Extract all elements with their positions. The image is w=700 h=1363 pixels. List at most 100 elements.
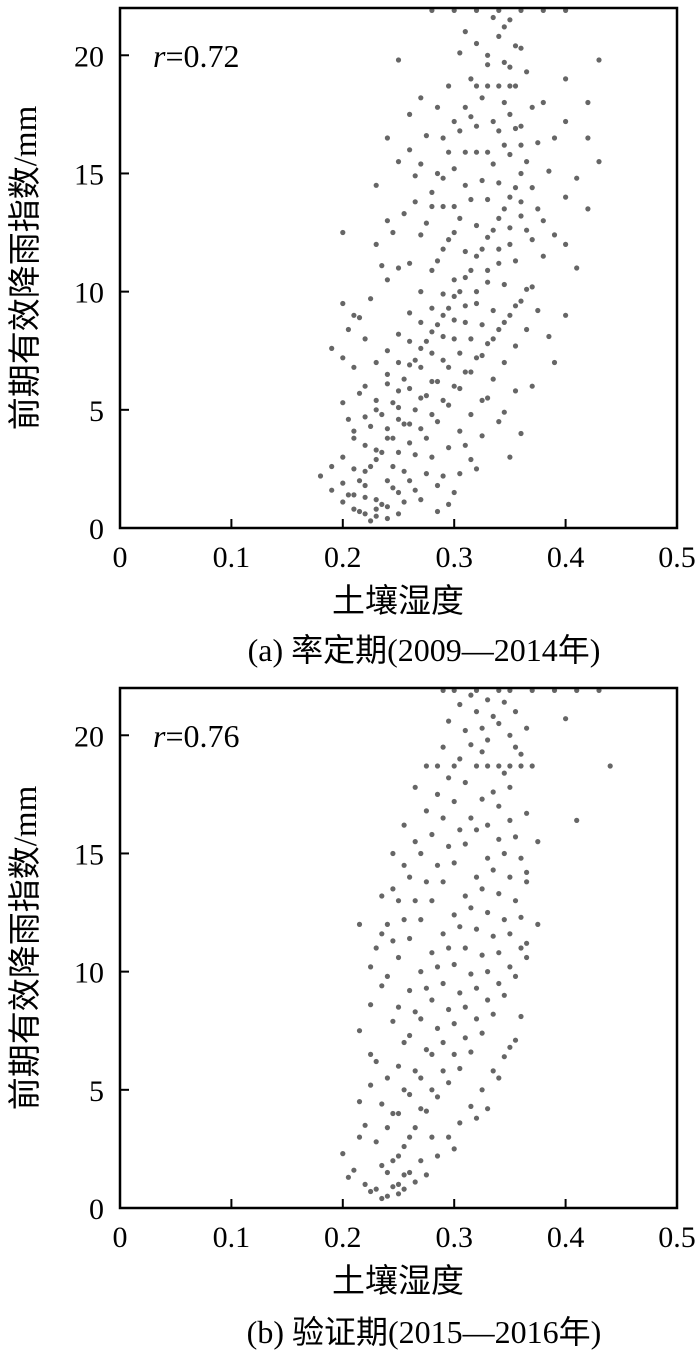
- data-point-b-64: [440, 879, 446, 885]
- data-point-a-63: [485, 149, 491, 155]
- data-point-b-189: [390, 850, 396, 857]
- data-point-a-83: [496, 128, 502, 134]
- data-point-b-166: [368, 964, 374, 970]
- data-point-b-157: [434, 964, 441, 970]
- data-point-a-196: [390, 485, 396, 491]
- data-point-a-108: [574, 265, 580, 271]
- data-point-b-143: [457, 990, 463, 996]
- x-tick-label-b-4: 0.4: [547, 1221, 585, 1254]
- y-tick-label-b-2: 10: [74, 957, 104, 990]
- data-point-a-273: [356, 390, 363, 396]
- data-point-b-60: [395, 954, 402, 961]
- data-point-b-78: [451, 798, 457, 805]
- data-point-b-58: [507, 817, 513, 823]
- data-point-b-66: [462, 841, 468, 847]
- data-point-a-117: [462, 442, 468, 448]
- data-point-b-7: [395, 1181, 402, 1187]
- data-point-a-249: [446, 149, 452, 155]
- data-point-a-254: [501, 99, 507, 106]
- data-point-a-80: [462, 104, 468, 110]
- data-point-b-37: [407, 1032, 413, 1039]
- data-point-b-187: [479, 725, 485, 731]
- data-point-a-234: [490, 376, 496, 382]
- data-point-b-53: [451, 912, 457, 918]
- data-point-a-104: [563, 118, 569, 125]
- data-point-a-188: [395, 57, 402, 63]
- data-point-a-87: [485, 52, 491, 58]
- data-point-a-42: [507, 194, 513, 200]
- data-point-a-41: [507, 241, 513, 247]
- data-point-b-172: [434, 862, 441, 868]
- data-point-b-116: [390, 1184, 396, 1190]
- data-point-b-104: [563, 716, 569, 722]
- data-point-a-201: [446, 402, 452, 408]
- data-point-a-142: [462, 248, 468, 255]
- data-point-a-124: [384, 515, 390, 522]
- data-point-a-290: [535, 140, 541, 146]
- data-point-b-41: [451, 961, 457, 968]
- data-point-a-253: [490, 118, 496, 125]
- data-point-a-133: [473, 355, 480, 361]
- data-point-a-71: [384, 218, 390, 224]
- points-group-b: [340, 687, 613, 1202]
- data-point-a-275: [368, 423, 374, 429]
- data-point-b-136: [379, 1101, 385, 1107]
- data-point-a-186: [407, 111, 413, 117]
- data-point-a-69: [407, 147, 413, 153]
- data-point-a-76: [485, 83, 491, 89]
- data-point-a-65: [451, 166, 457, 172]
- data-point-b-151: [368, 1002, 374, 1008]
- data-point-a-54: [351, 312, 357, 318]
- data-point-a-268: [390, 229, 396, 236]
- data-point-b-1: [351, 1167, 357, 1173]
- data-point-a-240: [457, 215, 463, 221]
- data-point-b-131: [512, 973, 519, 979]
- data-point-a-111: [529, 383, 535, 389]
- data-point-a-250: [457, 128, 463, 134]
- data-point-a-230: [446, 445, 452, 451]
- data-point-b-47: [518, 855, 524, 861]
- data-point-b-8: [373, 1139, 379, 1145]
- plot-frame-b: [118, 686, 679, 1210]
- data-point-b-13: [407, 1091, 413, 1098]
- data-point-a-89: [507, 17, 513, 23]
- y-tick-label-a-0: 0: [89, 513, 104, 546]
- data-point-b-20: [429, 1087, 435, 1093]
- data-point-b-21: [440, 1039, 446, 1046]
- data-point-b-109: [496, 1075, 502, 1081]
- x-axis-label-a: 土壤湿度: [332, 583, 464, 620]
- data-point-a-278: [401, 376, 407, 382]
- data-point-a-192: [351, 364, 357, 370]
- data-point-a-23: [407, 421, 413, 427]
- data-point-a-276: [379, 411, 385, 418]
- data-point-a-81: [451, 118, 457, 125]
- data-point-b-160: [468, 905, 474, 911]
- data-point-a-86: [529, 104, 535, 110]
- data-point-a-260: [490, 14, 496, 21]
- data-point-a-283: [457, 289, 463, 295]
- data-point-b-77: [440, 815, 446, 821]
- data-point-a-64: [462, 149, 468, 155]
- data-point-b-181: [412, 839, 418, 845]
- data-point-a-179: [563, 194, 569, 200]
- data-point-a-141: [451, 277, 457, 283]
- data-point-b-158: [446, 945, 452, 951]
- data-point-b-11: [395, 1110, 402, 1117]
- data-point-a-91: [518, 45, 524, 51]
- data-point-b-188: [379, 893, 385, 899]
- data-point-a-134: [485, 341, 491, 347]
- data-point-b-167: [379, 931, 385, 937]
- data-point-a-31: [451, 336, 457, 342]
- data-point-a-15: [395, 416, 402, 422]
- caption-a: (a) 率定期(2009—2014年): [248, 632, 601, 668]
- data-point-b-117: [395, 1191, 402, 1197]
- ticks-group-b: 0 0.1 0.2 0.3 0.4 0.5 0 5 10 15 20: [74, 720, 696, 1254]
- data-point-b-81: [485, 763, 491, 769]
- data-point-b-179: [390, 886, 396, 892]
- data-point-b-125: [446, 1080, 452, 1086]
- data-point-b-138: [401, 1087, 407, 1093]
- data-point-a-144: [485, 196, 491, 203]
- data-point-b-212: [446, 1134, 452, 1140]
- data-point-a-226: [401, 499, 407, 505]
- data-point-b-107: [518, 1013, 524, 1020]
